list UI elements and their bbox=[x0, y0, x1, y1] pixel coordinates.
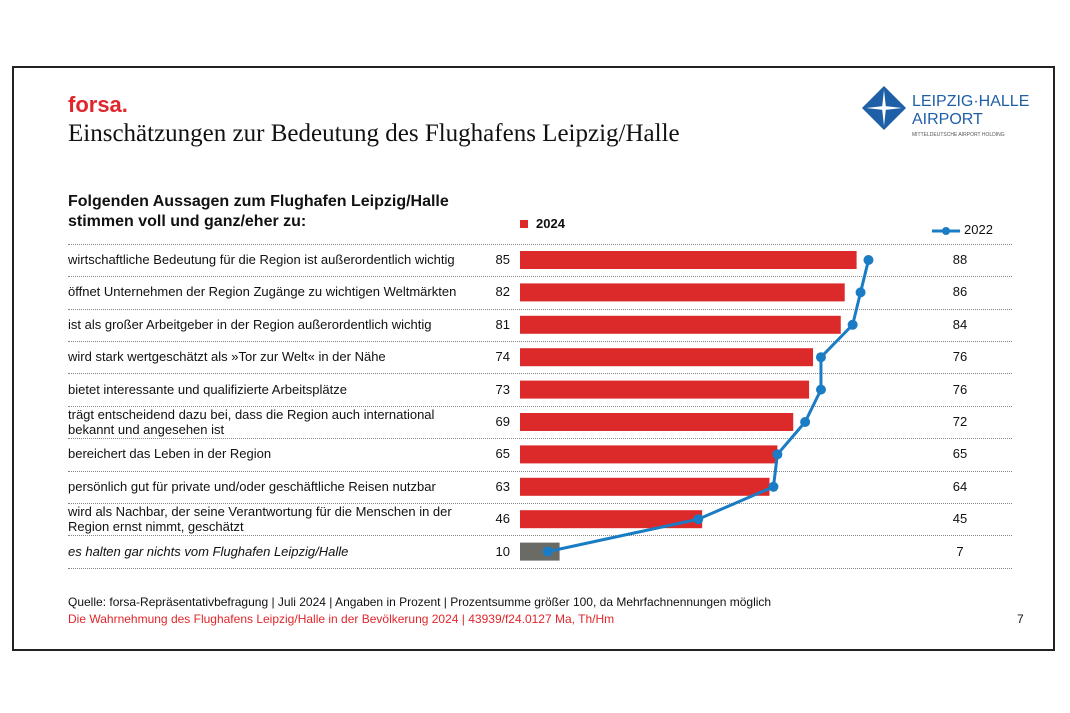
point-2022 bbox=[693, 514, 704, 525]
category-label: bereichert das Leben in der Region bbox=[68, 446, 272, 462]
point-2022 bbox=[800, 417, 811, 427]
logo-line2: AIRPORT bbox=[912, 111, 983, 128]
category-label: öffnet Unternehmen der Region Zugänge zu… bbox=[68, 284, 457, 300]
row-separator bbox=[68, 503, 1012, 504]
category-label: trägt entscheidend dazu bei, dass die Re… bbox=[68, 407, 435, 437]
bar-2024 bbox=[520, 413, 794, 431]
source-note: Quelle: forsa-Repräsentativbefragung | J… bbox=[68, 595, 772, 609]
category-label: es halten gar nichts vom Flughafen Leipz… bbox=[68, 543, 349, 559]
value-2022: 65 bbox=[952, 446, 968, 462]
bar-2024 bbox=[520, 477, 770, 496]
value-2024: 65 bbox=[495, 446, 510, 462]
bar-2024 bbox=[520, 251, 857, 269]
value-2024: 63 bbox=[495, 478, 510, 494]
point-2022 bbox=[815, 352, 826, 363]
value-2022: 45 bbox=[952, 511, 968, 527]
row-separator bbox=[68, 341, 1012, 342]
bar-2024 bbox=[520, 380, 810, 399]
bar-2024 bbox=[520, 445, 778, 464]
row-separator bbox=[68, 567, 1012, 569]
line-2022 bbox=[547, 259, 870, 554]
row-separator bbox=[68, 276, 1012, 278]
value-2024: 82 bbox=[495, 284, 510, 300]
value-2022: 76 bbox=[952, 349, 968, 365]
value-2024: 69 bbox=[495, 414, 510, 429]
point-2022 bbox=[768, 481, 779, 492]
point-2022 bbox=[847, 319, 858, 330]
page-number: 7 bbox=[1017, 612, 1024, 626]
value-2024: 81 bbox=[495, 316, 510, 332]
forsa-logo: forsa. bbox=[68, 92, 128, 117]
legend-2022: 2022 bbox=[932, 222, 993, 237]
point-2022 bbox=[863, 255, 874, 265]
row-separator bbox=[68, 243, 1012, 245]
value-2024: 73 bbox=[495, 381, 510, 397]
value-2024: 10 bbox=[495, 543, 510, 559]
value-2024: 46 bbox=[495, 511, 510, 527]
legend-swatch-2024 bbox=[520, 220, 528, 228]
logo-line1: LEIPZIG·HALLE bbox=[912, 93, 1029, 110]
row-separator bbox=[68, 470, 1012, 472]
reference-note: Die Wahrnehmung des Flughafens Leipzig/H… bbox=[68, 612, 615, 626]
point-2022 bbox=[855, 287, 866, 298]
bar-2024 bbox=[520, 283, 845, 302]
legend-label-2024: 2024 bbox=[536, 216, 565, 231]
point-2022 bbox=[542, 546, 553, 557]
category-label: wird als Nachbar, der seine Verantwortun… bbox=[68, 504, 452, 535]
category-label: ist als großer Arbeitgeber in der Region… bbox=[68, 316, 432, 332]
chart-question: Folgenden Aussagen zum Flughafen Leipzig… bbox=[68, 193, 449, 230]
value-2022: 7 bbox=[956, 543, 964, 559]
category-label: wird stark wertgeschätzt als »Tor zur We… bbox=[68, 349, 386, 365]
value-2022: 76 bbox=[952, 381, 968, 397]
row-separator bbox=[68, 535, 1012, 537]
bar-2024 bbox=[520, 315, 841, 334]
bar-2024 bbox=[520, 348, 814, 367]
row-separator bbox=[68, 308, 1012, 310]
bar-2024 bbox=[520, 510, 703, 529]
logo-line3: MITTELDEUTSCHE AIRPORT HOLDING bbox=[912, 132, 1005, 138]
value-2022: 72 bbox=[952, 414, 968, 429]
legend-label-2022: 2022 bbox=[964, 222, 993, 237]
point-2022 bbox=[772, 449, 783, 460]
airport-logo: LEIPZIG·HALLE AIRPORT MITTELDEUTSCHE AIR… bbox=[862, 86, 1032, 146]
page-title: Einschätzungen zur Bedeutung des Flughaf… bbox=[68, 120, 680, 147]
category-label: bietet interessante und qualifizierte Ar… bbox=[68, 381, 347, 397]
category-label: wirtschaftliche Bedeutung für die Region… bbox=[68, 252, 455, 267]
value-2024: 85 bbox=[495, 252, 510, 267]
row-separator bbox=[68, 373, 1012, 375]
legend-2024: 2024 bbox=[520, 216, 565, 231]
category-label: persönlich gut für private und/oder gesc… bbox=[68, 478, 436, 494]
row-separator bbox=[68, 438, 1012, 440]
value-2022: 84 bbox=[952, 316, 968, 332]
slide-frame bbox=[12, 66, 1055, 651]
value-2022: 88 bbox=[952, 252, 968, 267]
legend-line-2022-icon bbox=[932, 226, 960, 235]
row-separator bbox=[68, 405, 1012, 407]
value-2022: 86 bbox=[952, 284, 968, 300]
value-2024: 74 bbox=[495, 349, 510, 365]
point-2022 bbox=[815, 384, 826, 395]
value-2022: 64 bbox=[952, 478, 968, 494]
